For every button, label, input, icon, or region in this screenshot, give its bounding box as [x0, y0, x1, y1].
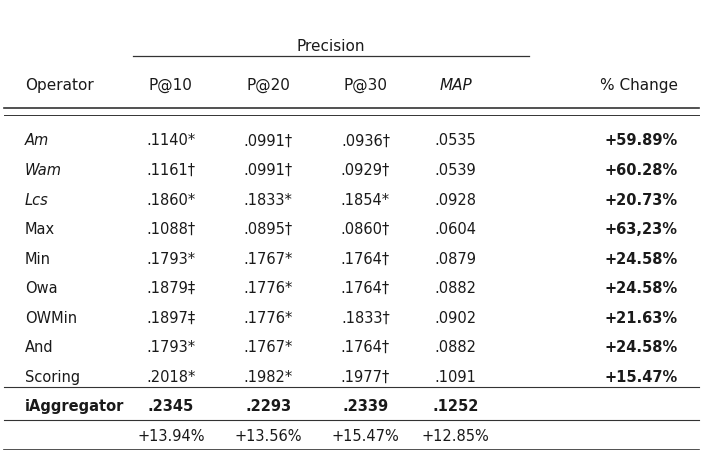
Text: .0936†: .0936†: [341, 133, 390, 148]
Text: .1833*: .1833*: [244, 193, 292, 207]
Text: +21.63%: +21.63%: [605, 311, 678, 326]
Text: .2293: .2293: [245, 400, 291, 414]
Text: .2339: .2339: [342, 400, 389, 414]
Text: Precision: Precision: [297, 39, 365, 54]
Text: And: And: [25, 340, 53, 356]
Text: .1793*: .1793*: [146, 252, 195, 266]
Text: .0895†: .0895†: [243, 222, 292, 237]
Text: +15.47%: +15.47%: [605, 370, 678, 385]
Text: .1793*: .1793*: [146, 340, 195, 356]
Text: .0604: .0604: [434, 222, 477, 237]
Text: +15.47%: +15.47%: [332, 429, 399, 444]
Text: Min: Min: [25, 252, 51, 266]
Text: +60.28%: +60.28%: [605, 163, 678, 178]
Text: +13.94%: +13.94%: [137, 429, 205, 444]
Text: +59.89%: +59.89%: [605, 133, 678, 148]
Text: .1091: .1091: [434, 370, 477, 385]
Text: .0882: .0882: [434, 340, 477, 356]
Text: .1897‡: .1897‡: [146, 311, 195, 326]
Text: .0902: .0902: [434, 311, 477, 326]
Text: .1776*: .1776*: [243, 311, 293, 326]
Text: .1860*: .1860*: [146, 193, 195, 207]
Text: +20.73%: +20.73%: [605, 193, 678, 207]
Text: .1982*: .1982*: [243, 370, 292, 385]
Text: .1140*: .1140*: [146, 133, 195, 148]
Text: Lcs: Lcs: [25, 193, 49, 207]
Text: .1088†: .1088†: [146, 222, 195, 237]
Text: .1764†: .1764†: [341, 340, 390, 356]
Text: +24.58%: +24.58%: [605, 281, 678, 296]
Text: OWMin: OWMin: [25, 311, 77, 326]
Text: Max: Max: [25, 222, 55, 237]
Text: .0539: .0539: [435, 163, 477, 178]
Text: .0879: .0879: [434, 252, 477, 266]
Text: .1767*: .1767*: [243, 252, 293, 266]
Text: .0991†: .0991†: [243, 163, 292, 178]
Text: .2018*: .2018*: [146, 370, 195, 385]
Text: Owa: Owa: [25, 281, 58, 296]
Text: .1764†: .1764†: [341, 252, 390, 266]
Text: .0535: .0535: [435, 133, 477, 148]
Text: .1977†: .1977†: [341, 370, 390, 385]
Text: .2345: .2345: [148, 400, 194, 414]
Text: P@20: P@20: [246, 78, 290, 93]
Text: .1764†: .1764†: [341, 281, 390, 296]
Text: .1854*: .1854*: [341, 193, 390, 207]
Text: MAP: MAP: [439, 78, 472, 93]
Text: iAggregator: iAggregator: [25, 400, 124, 414]
Text: Operator: Operator: [25, 78, 93, 93]
Text: .1833†: .1833†: [341, 311, 389, 326]
Text: .0928: .0928: [434, 193, 477, 207]
Text: .0882: .0882: [434, 281, 477, 296]
Text: % Change: % Change: [600, 78, 678, 93]
Text: +24.58%: +24.58%: [605, 340, 678, 356]
Text: .0991†: .0991†: [243, 133, 292, 148]
Text: +24.58%: +24.58%: [605, 252, 678, 266]
Text: .0860†: .0860†: [341, 222, 390, 237]
Text: .1776*: .1776*: [243, 281, 293, 296]
Text: +63,23%: +63,23%: [605, 222, 678, 237]
Text: P@10: P@10: [149, 78, 193, 93]
Text: +13.56%: +13.56%: [234, 429, 302, 444]
Text: .1767*: .1767*: [243, 340, 293, 356]
Text: .1252: .1252: [432, 400, 479, 414]
Text: .0929†: .0929†: [341, 163, 390, 178]
Text: P@30: P@30: [343, 78, 387, 93]
Text: Wam: Wam: [25, 163, 62, 178]
Text: Am: Am: [25, 133, 49, 148]
Text: .1161†: .1161†: [146, 163, 195, 178]
Text: Scoring: Scoring: [25, 370, 80, 385]
Text: .1879‡: .1879‡: [146, 281, 195, 296]
Text: +12.85%: +12.85%: [422, 429, 489, 444]
